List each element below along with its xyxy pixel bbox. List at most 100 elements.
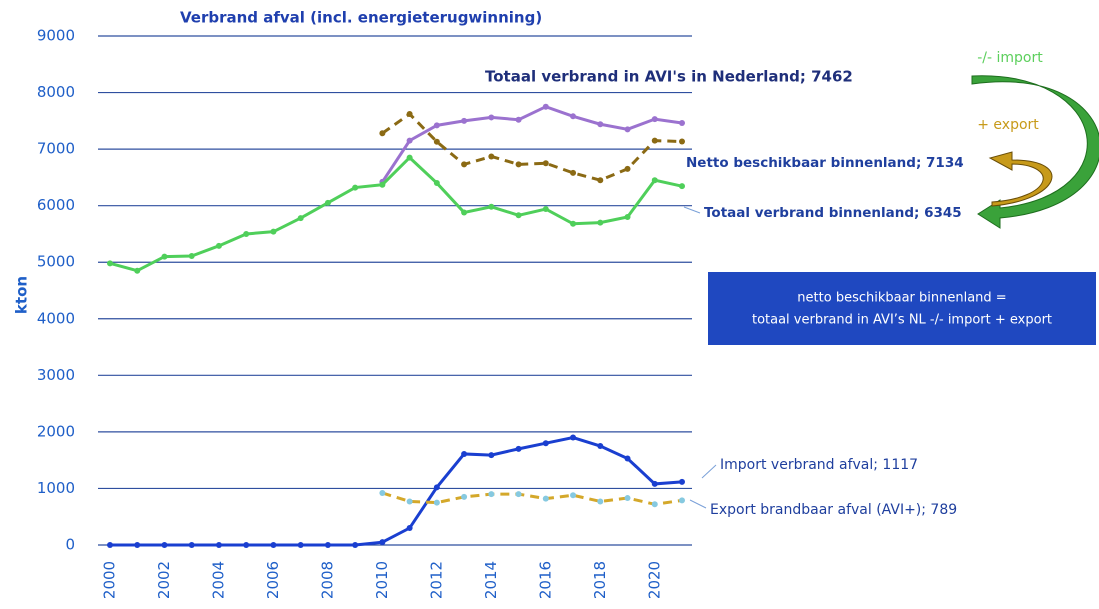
series-label: Import verbrand afval; 1117 [720,457,918,473]
series-line [381,491,683,506]
data-point [379,539,386,546]
x-tick-label: 2008 [318,561,336,599]
data-point [433,122,440,129]
data-point [379,181,386,188]
data-point [542,206,549,213]
data-point [134,542,141,548]
series-label: Totaal verbrand in AVI's in Nederland; 7… [485,68,853,86]
data-point [406,525,413,532]
data-point [542,160,549,167]
data-point [651,480,658,487]
data-point [324,542,331,548]
data-point [570,113,577,120]
data-point [406,111,413,118]
y-tick-label: 5000 [37,253,75,271]
data-point [461,493,468,500]
data-point [488,452,495,459]
leader-line [683,206,701,214]
data-point [597,219,604,226]
data-point [651,177,658,184]
data-point [488,491,495,498]
data-point [515,445,522,452]
note-text: totaal verbrand in AVI’s NL -/- import +… [752,313,1052,328]
data-point [461,209,468,216]
export-arrow [988,151,1053,207]
data-point [597,443,604,450]
data-point [624,455,631,462]
data-point [597,498,604,505]
data-point [107,260,113,267]
data-point [515,161,522,168]
series-line [381,112,683,182]
data-point [352,542,359,548]
series-line [110,435,683,547]
data-point [542,495,549,502]
data-point [651,501,658,508]
data-point [352,184,359,191]
data-point [161,253,168,260]
data-point [406,498,413,505]
data-point [570,220,577,227]
data-point [461,450,468,457]
data-point [433,180,440,187]
series-label: Totaal verbrand binnenland; 6345 [704,205,962,221]
data-point [624,213,631,220]
data-point [488,153,495,160]
annotation: -/- import [977,50,1043,66]
data-point [679,138,685,145]
data-point [270,542,277,548]
y-tick-label: 2000 [37,422,75,440]
data-point [433,484,440,491]
data-point [215,242,222,249]
data-point [679,183,685,190]
y-tick-label: 9000 [37,27,75,45]
data-point [570,169,577,176]
data-point [297,542,304,548]
data-point [651,137,658,144]
y-tick-label: 4000 [37,309,75,327]
data-point [651,116,658,123]
series-label: Netto beschikbaar binnenland; 7134 [686,155,964,171]
chart-title: Verbrand afval (incl. energieterugwinnin… [180,9,542,27]
data-point [488,203,495,210]
data-point [624,165,631,172]
data-point [597,177,604,184]
data-point [379,489,386,496]
x-tick-label: 2000 [101,561,119,599]
x-tick-label: 2020 [645,561,663,599]
leader-line [689,499,707,509]
data-point [243,230,250,237]
y-tick-label: 8000 [37,83,75,101]
data-point [679,478,685,485]
note-text: netto beschikbaar binnenland = [797,291,1006,306]
import-arrow [971,75,1099,229]
y-tick-label: 7000 [37,140,75,158]
data-point [570,434,577,441]
x-tick-label: 2016 [536,561,554,599]
data-point [215,542,222,548]
x-tick-label: 2014 [482,561,500,599]
data-point [679,119,685,126]
series-label: Export brandbaar afval (AVI+); 789 [710,502,957,518]
data-point [515,212,522,219]
y-axis-label: kton [13,276,31,314]
y-tick-label: 3000 [37,366,75,384]
data-point [188,542,195,548]
x-tick-label: 2004 [209,561,227,599]
x-tick-label: 2012 [427,561,445,599]
data-point [161,542,168,548]
data-point [324,199,331,206]
y-tick-label: 0 [65,536,75,554]
data-point [406,154,413,161]
data-point [624,126,631,133]
data-point [570,492,577,499]
data-point [488,114,495,121]
x-tick-label: 2002 [155,561,173,599]
data-point [679,497,685,504]
data-point [542,103,549,110]
data-point [134,267,141,274]
data-point [597,121,604,128]
data-point [433,499,440,506]
data-point [243,542,250,548]
data-point [624,495,631,502]
